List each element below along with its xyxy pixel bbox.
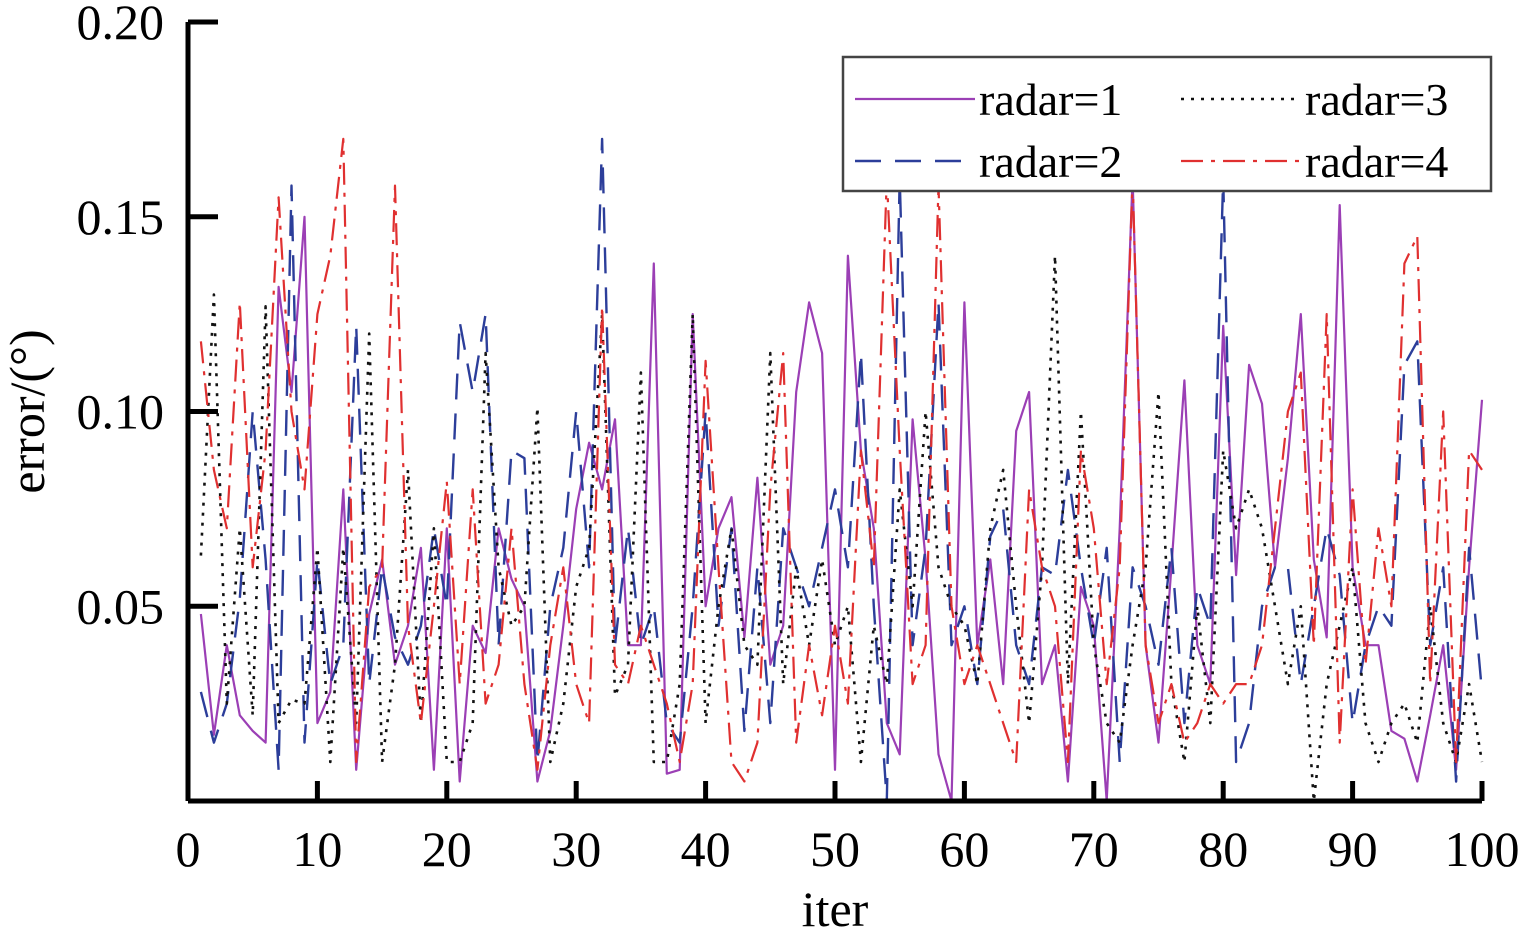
x-axis-label: iter xyxy=(802,881,869,936)
legend: radar=1 radar=2 radar=3 radar=4 xyxy=(841,55,1493,193)
x-tick-label: 70 xyxy=(1069,821,1119,877)
legend-label: radar=3 xyxy=(1305,74,1448,125)
y-axis-label: error/(°) xyxy=(0,329,55,493)
x-ticks: 0 10 20 30 40 50 60 70 80 90 100 xyxy=(176,781,1520,877)
series-line-radar-4 xyxy=(199,137,1483,783)
y-ticks: 0.05 0.10 0.15 0.20 xyxy=(77,0,218,634)
series-layer xyxy=(199,137,1484,803)
x-tick-label: 40 xyxy=(681,821,731,877)
legend-label: radar=1 xyxy=(979,74,1122,125)
x-tick-label: 20 xyxy=(422,821,472,877)
x-tick-label: 30 xyxy=(551,821,601,877)
x-tick-label: 90 xyxy=(1328,821,1378,877)
y-tick-label: 0.10 xyxy=(77,384,165,440)
legend-box xyxy=(841,55,1493,193)
x-tick-label: 10 xyxy=(292,821,342,877)
y-tick-label: 0.15 xyxy=(77,189,165,245)
x-tick-label: 60 xyxy=(939,821,989,877)
x-tick-label: 100 xyxy=(1445,821,1520,877)
legend-label: radar=4 xyxy=(1305,136,1448,187)
y-tick-label: 0.05 xyxy=(77,578,165,634)
series-line-radar-3 xyxy=(199,254,1484,803)
x-tick-label: 50 xyxy=(810,821,860,877)
series-line-radar-2 xyxy=(199,137,1484,803)
legend-label: radar=2 xyxy=(979,136,1122,187)
x-tick-label: 80 xyxy=(1198,821,1248,877)
x-tick-label: 0 xyxy=(176,821,201,877)
y-tick-label: 0.20 xyxy=(77,0,165,50)
